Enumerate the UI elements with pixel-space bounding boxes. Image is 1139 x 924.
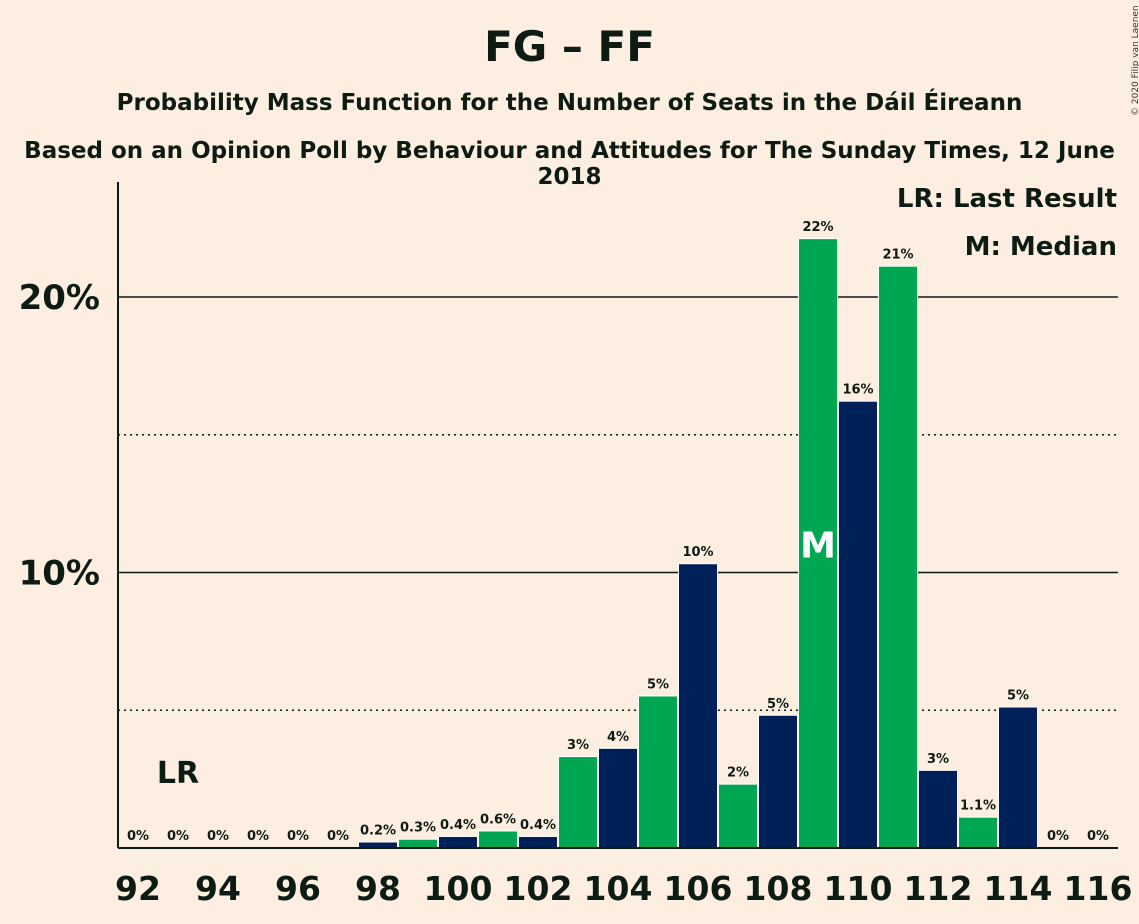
data-label: 0% xyxy=(207,829,229,844)
legend-last-result: LR: Last Result xyxy=(896,184,1117,214)
data-label: 3% xyxy=(927,752,949,767)
data-label: 0.3% xyxy=(400,821,436,836)
bars xyxy=(358,238,1038,848)
bar xyxy=(439,836,477,848)
bar xyxy=(759,715,797,848)
x-tick-label: 106 xyxy=(664,869,733,908)
data-label: 4% xyxy=(607,730,629,745)
bar xyxy=(719,784,757,848)
x-tick-label: 94 xyxy=(195,869,241,908)
legend-median: M: Median xyxy=(964,232,1117,262)
y-tick-label: 10% xyxy=(19,554,100,594)
bar xyxy=(559,757,597,848)
bar xyxy=(639,696,677,848)
chart-title: FG – FF xyxy=(484,22,655,71)
x-tick-label: 92 xyxy=(115,869,161,908)
data-labels: 0% 0% 0% 0% 0% 0% 0.2% 0.3% 0.4% 0.6% 0.4% 3% 4% 5% 10… xyxy=(127,220,1109,844)
data-label: 21% xyxy=(882,248,913,263)
x-tick-label: 114 xyxy=(984,869,1053,908)
data-label: 0% xyxy=(167,829,189,844)
data-label: 1.1% xyxy=(960,799,996,814)
data-label: 0% xyxy=(127,829,149,844)
median-marker: M xyxy=(800,526,836,567)
bar xyxy=(799,239,837,848)
x-tick-label: 100 xyxy=(424,869,493,908)
gridlines xyxy=(118,296,1118,711)
bar xyxy=(959,817,997,848)
bar xyxy=(359,842,397,848)
y-tick-label: 20% xyxy=(19,278,100,318)
x-tick-label: 96 xyxy=(275,869,321,908)
bar xyxy=(399,839,437,848)
bar xyxy=(839,401,877,848)
bar xyxy=(519,836,557,848)
x-tick-label: 108 xyxy=(744,869,813,908)
x-tick-label: 98 xyxy=(355,869,401,908)
data-label: 0% xyxy=(247,829,269,844)
data-label: 0% xyxy=(287,829,309,844)
data-label: 22% xyxy=(802,220,833,235)
x-tick-label: 104 xyxy=(584,869,653,908)
data-label: 0% xyxy=(1047,829,1069,844)
bar xyxy=(879,266,917,848)
x-tick-label: 116 xyxy=(1064,869,1133,908)
data-label: 0.4% xyxy=(440,818,476,833)
x-tick-label: 102 xyxy=(504,869,573,908)
data-label: 0% xyxy=(1087,829,1109,844)
bar xyxy=(999,707,1037,848)
chart-source-line: Based on an Opinion Poll by Behaviour an… xyxy=(24,138,1115,190)
x-tick-labels: 92 94 96 98 100 102 104 106 108 110 112 114 116 xyxy=(115,869,1132,908)
chart-subtitle: Probability Mass Function for the Number… xyxy=(116,90,1023,116)
bar xyxy=(599,748,637,848)
last-result-marker: LR xyxy=(157,756,199,791)
data-label: 16% xyxy=(842,383,873,398)
data-label: 0.2% xyxy=(360,823,396,838)
bar xyxy=(679,564,717,848)
y-tick-labels: 10% 20% xyxy=(19,278,100,594)
x-tick-label: 110 xyxy=(824,869,893,908)
x-tick-label: 112 xyxy=(904,869,973,908)
data-label: 3% xyxy=(567,738,589,753)
markers: LR M xyxy=(157,526,836,791)
bar xyxy=(919,770,957,848)
data-label: 5% xyxy=(1007,688,1029,703)
data-label: 2% xyxy=(727,766,749,781)
data-label: 0% xyxy=(327,829,349,844)
data-label: 10% xyxy=(682,545,713,560)
bar xyxy=(479,831,517,848)
data-label: 0.6% xyxy=(480,812,516,827)
axes xyxy=(117,182,1118,849)
data-label: 5% xyxy=(647,677,669,692)
data-label: 0.4% xyxy=(520,818,556,833)
data-label: 5% xyxy=(767,697,789,712)
